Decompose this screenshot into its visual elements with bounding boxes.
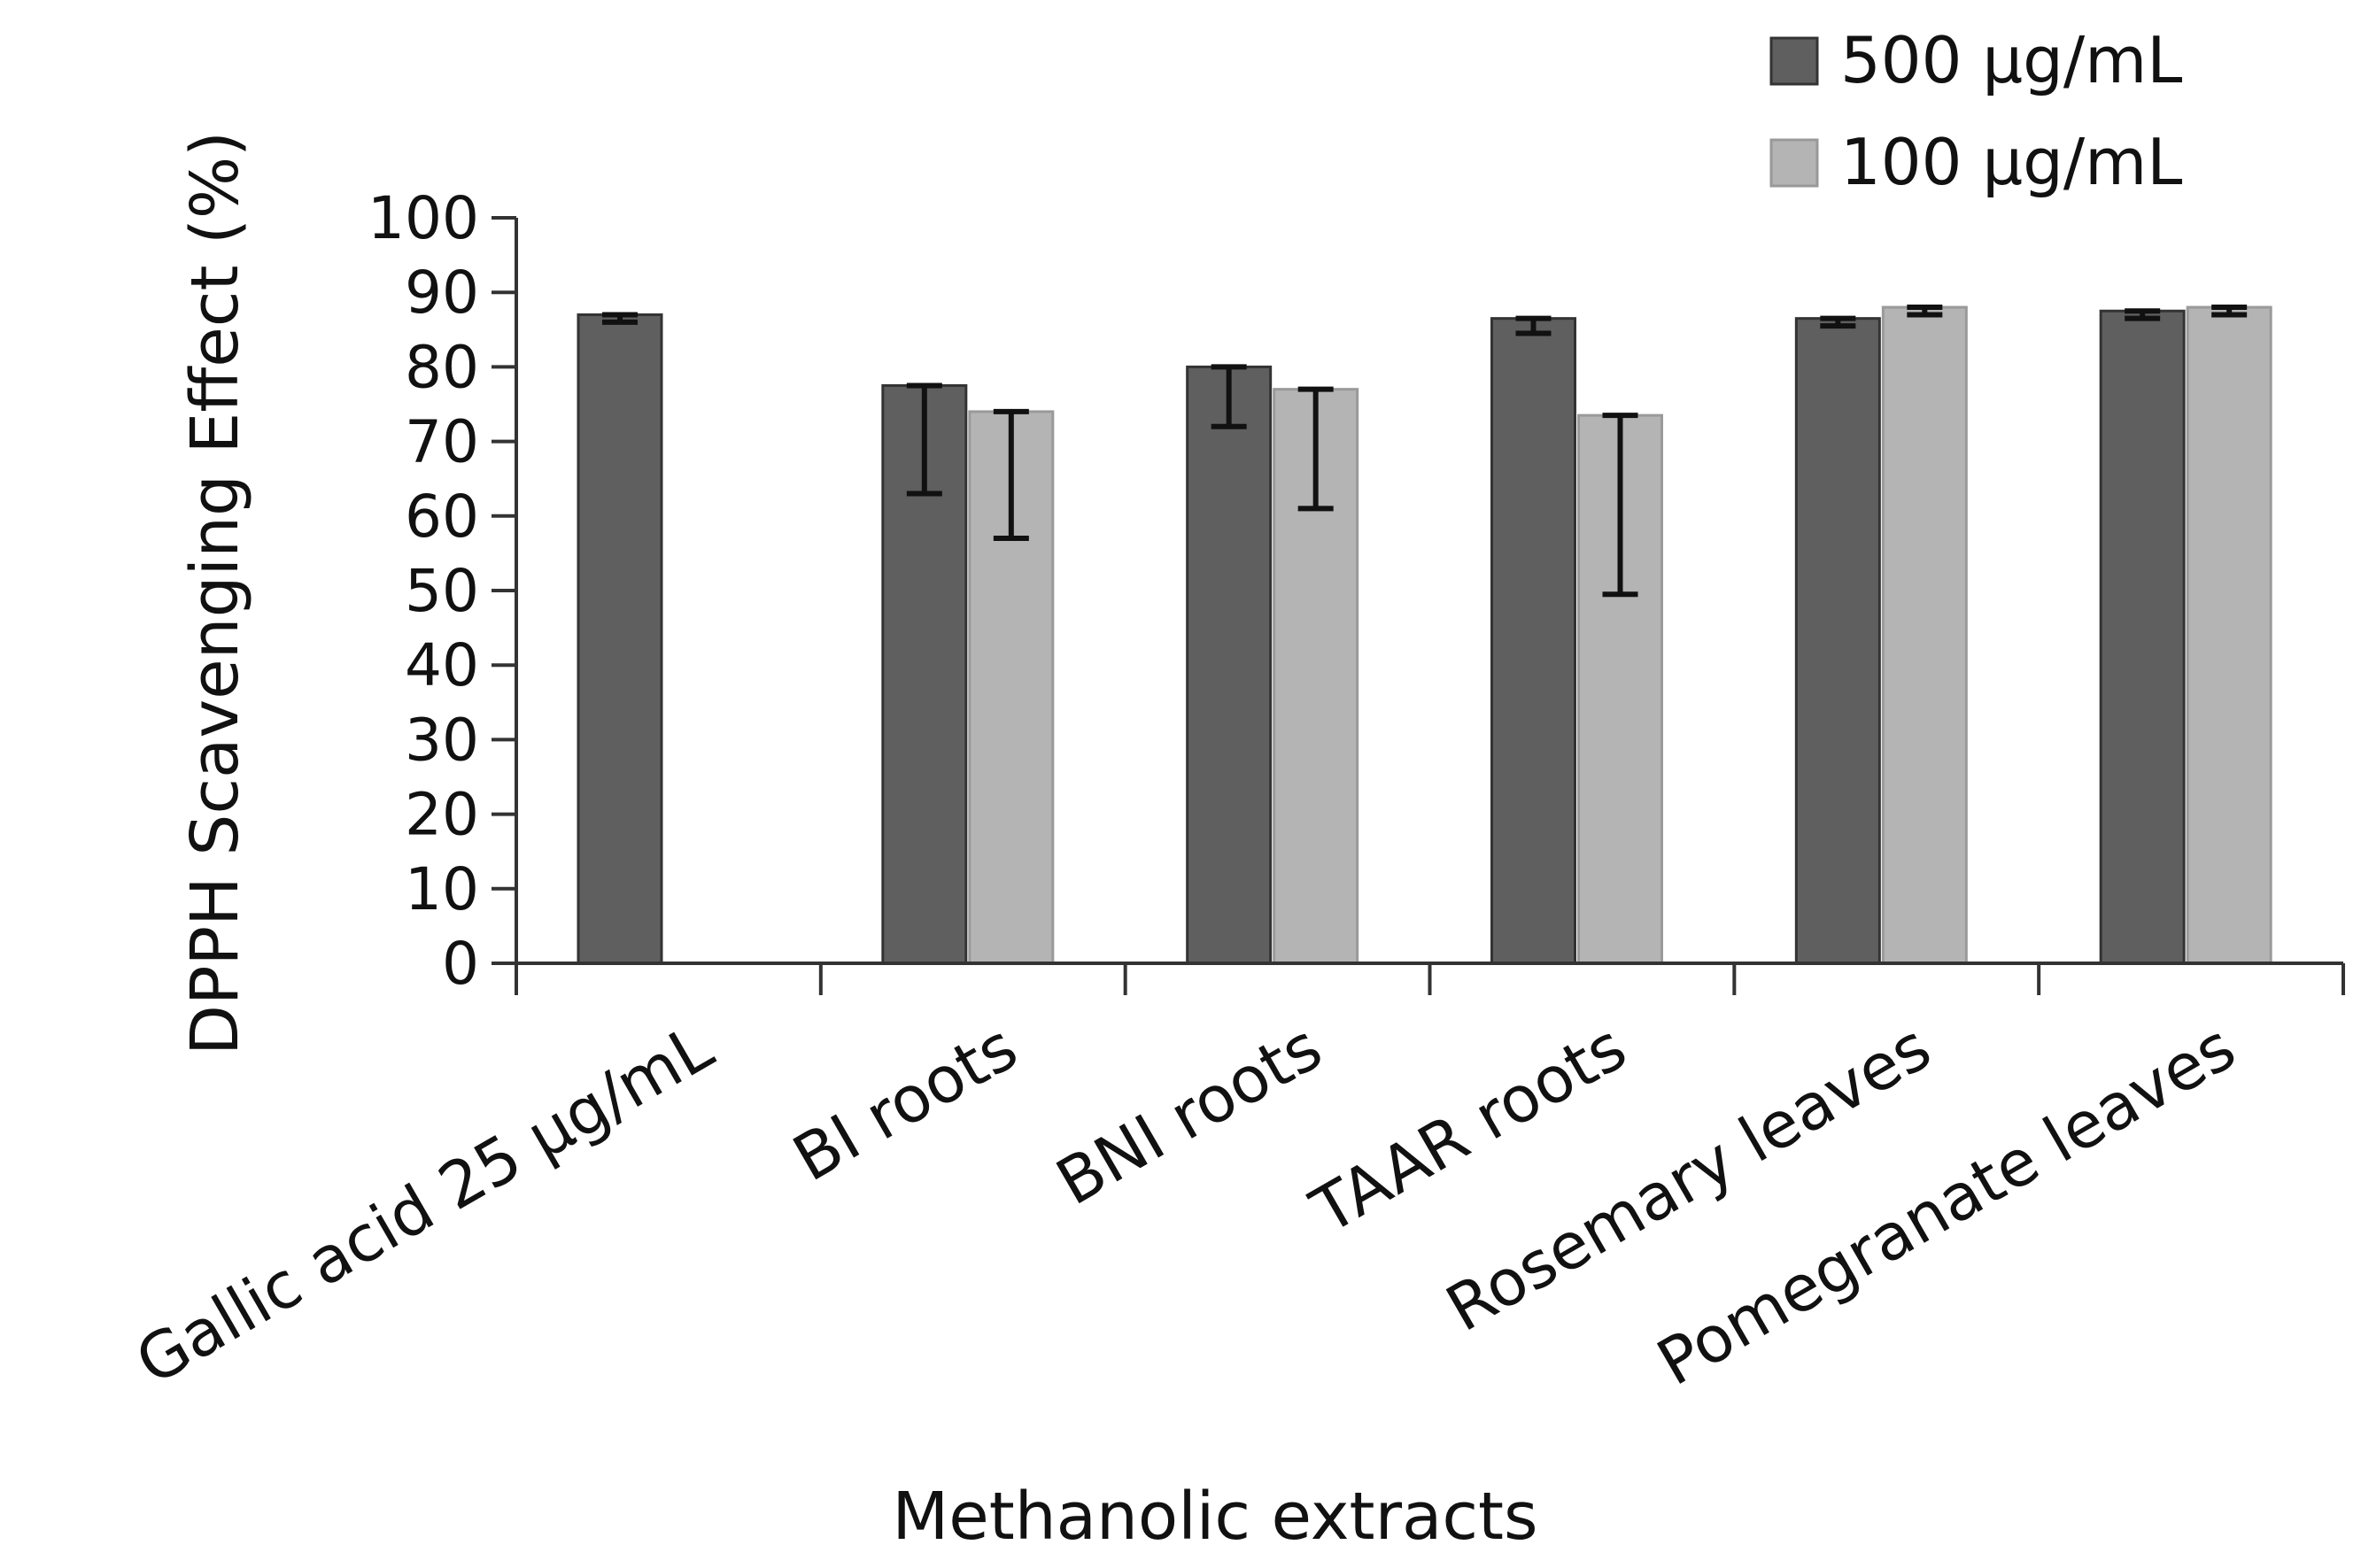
bar <box>2186 305 2272 965</box>
bar <box>2099 309 2186 965</box>
x-tick-label: BNI roots <box>1044 1009 1334 1219</box>
y-tick-label: 40 <box>405 631 479 699</box>
legend: 500 µg/mL 100 µg/mL <box>1769 23 2182 199</box>
x-tick-label: BI roots <box>781 1009 1029 1195</box>
x-tick-label: Rosemary leaves <box>1434 1009 1942 1346</box>
bar <box>577 313 663 965</box>
error-bars <box>602 305 2248 598</box>
y-tick-label: 10 <box>405 855 479 923</box>
x-tick-label: Pomegranate leaves <box>1645 1009 2248 1400</box>
x-axis-title: Methanolic extracts <box>892 1479 1537 1555</box>
legend-label-100: 100 µg/mL <box>1840 125 2182 199</box>
legend-swatch-100 <box>1769 138 1819 188</box>
y-tick-label: 30 <box>405 706 479 774</box>
y-tick-label: 50 <box>405 557 479 625</box>
bar <box>1186 365 1273 965</box>
bar <box>1881 305 1968 965</box>
bar <box>1794 317 1881 965</box>
x-axis: Gallic acid 25 µg/mL BI roots BNI rootsTAA… <box>124 962 2345 1400</box>
bar <box>1490 317 1576 965</box>
y-tick-label: 70 <box>405 408 479 476</box>
y-tick-label: 20 <box>405 781 479 849</box>
legend-label-500: 500 µg/mL <box>1840 23 2182 97</box>
y-axis-title: DPPH Scavenging Effect (%) <box>177 131 253 1055</box>
y-tick-label: 90 <box>405 259 479 327</box>
y-tick-label: 80 <box>405 333 479 401</box>
y-tick-label: 60 <box>405 483 479 551</box>
y-tick-label: 100 <box>368 184 479 252</box>
x-tick-label: Gallic acid 25 µg/mL <box>124 1009 725 1399</box>
legend-swatch-500 <box>1769 36 1819 86</box>
bars <box>577 305 2272 965</box>
y-tick-label: 0 <box>442 930 479 998</box>
